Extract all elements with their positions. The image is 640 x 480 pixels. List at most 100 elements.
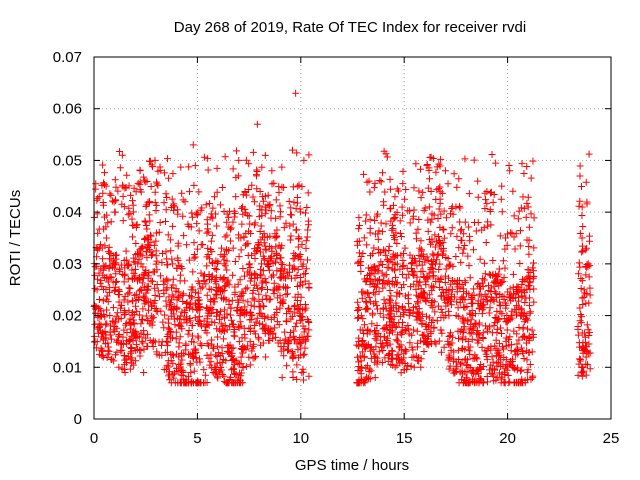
data-point xyxy=(95,244,103,252)
data-point xyxy=(163,155,171,163)
data-point xyxy=(252,281,260,289)
data-point xyxy=(519,324,527,332)
y-tick-label: 0.07 xyxy=(53,49,82,66)
data-point xyxy=(237,292,245,300)
data-point xyxy=(529,267,537,275)
data-point xyxy=(302,209,310,217)
data-point xyxy=(377,248,385,256)
data-point xyxy=(585,150,593,158)
data-point xyxy=(356,352,364,360)
data-point xyxy=(240,272,248,280)
data-point xyxy=(529,264,537,272)
data-point xyxy=(196,313,204,321)
data-point xyxy=(361,379,369,387)
data-point xyxy=(486,304,494,312)
data-point xyxy=(578,203,586,211)
data-point xyxy=(367,269,375,277)
data-point xyxy=(239,191,247,199)
data-point xyxy=(354,313,362,321)
data-point xyxy=(278,273,286,281)
data-point xyxy=(359,288,367,296)
data-point xyxy=(579,369,587,377)
data-point xyxy=(161,349,169,357)
data-point xyxy=(104,343,112,351)
data-point xyxy=(230,213,238,221)
data-point xyxy=(225,246,233,254)
data-point xyxy=(503,326,511,334)
data-point xyxy=(290,249,298,257)
data-point xyxy=(367,354,375,362)
data-point xyxy=(582,244,590,252)
data-point xyxy=(304,217,312,225)
data-point xyxy=(296,205,304,213)
data-point xyxy=(438,329,446,337)
data-point xyxy=(101,313,109,321)
data-point xyxy=(474,193,482,201)
data-point xyxy=(178,366,186,374)
data-point xyxy=(506,167,514,175)
data-point xyxy=(297,344,305,352)
data-point xyxy=(202,201,210,209)
data-point xyxy=(113,336,121,344)
data-point xyxy=(271,311,279,319)
data-point xyxy=(132,302,140,310)
data-point xyxy=(190,349,198,357)
data-point xyxy=(375,288,383,296)
data-point xyxy=(291,293,299,301)
data-point xyxy=(97,321,105,329)
data-point xyxy=(255,241,263,249)
data-point xyxy=(195,188,203,196)
data-point xyxy=(380,272,388,280)
data-point xyxy=(136,346,144,354)
data-point xyxy=(576,304,584,312)
data-point xyxy=(499,257,507,265)
data-point xyxy=(356,367,364,375)
data-point xyxy=(252,271,260,279)
data-point xyxy=(469,311,477,319)
data-point xyxy=(427,153,435,161)
data-point xyxy=(524,266,532,274)
data-point xyxy=(223,218,231,226)
data-point xyxy=(470,156,478,164)
data-point xyxy=(435,205,443,213)
data-point xyxy=(119,340,127,348)
data-point xyxy=(414,282,422,290)
data-point xyxy=(360,354,368,362)
data-point xyxy=(193,245,201,253)
data-point xyxy=(101,213,109,221)
data-point xyxy=(128,215,136,223)
data-point xyxy=(246,361,254,369)
data-point xyxy=(447,290,455,298)
data-point xyxy=(270,179,278,187)
data-point xyxy=(109,318,117,326)
data-point xyxy=(421,289,429,297)
data-point xyxy=(114,309,122,317)
data-point xyxy=(219,355,227,363)
data-point xyxy=(163,361,171,369)
data-point xyxy=(442,272,450,280)
data-point xyxy=(582,178,590,186)
data-point xyxy=(167,306,175,314)
data-point xyxy=(516,227,524,235)
data-point xyxy=(265,296,273,304)
data-point xyxy=(221,153,229,161)
data-point xyxy=(132,290,140,298)
data-point xyxy=(302,304,310,312)
y-tick-label: 0.04 xyxy=(53,204,82,221)
data-point xyxy=(303,203,311,211)
data-point xyxy=(445,365,453,373)
data-point xyxy=(203,216,211,224)
data-point xyxy=(429,264,437,272)
data-point xyxy=(375,262,383,270)
data-point xyxy=(282,219,290,227)
data-point xyxy=(128,344,136,352)
data-point xyxy=(152,247,160,255)
data-point xyxy=(225,297,233,305)
data-point xyxy=(444,255,452,263)
data-point xyxy=(504,372,512,380)
data-point xyxy=(293,149,301,157)
data-point xyxy=(99,271,107,279)
data-point xyxy=(264,191,272,199)
data-point xyxy=(291,302,299,310)
data-point xyxy=(98,346,106,354)
